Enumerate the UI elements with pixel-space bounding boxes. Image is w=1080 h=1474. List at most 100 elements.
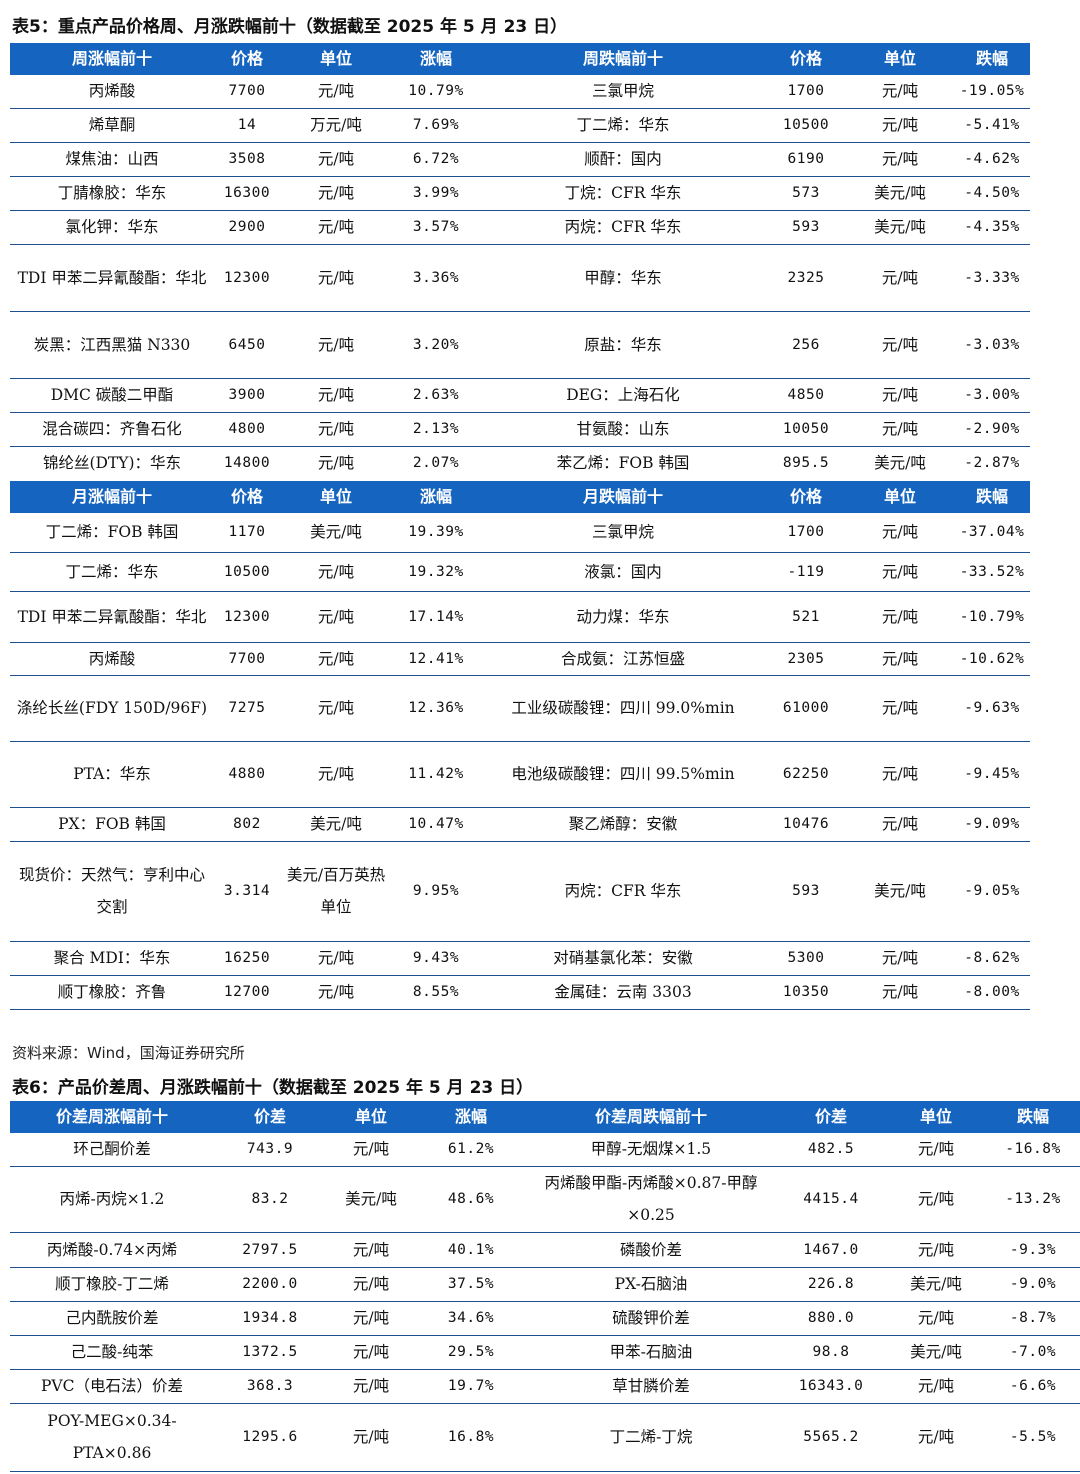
table6-cell: 61.2%	[416, 1133, 526, 1167]
table5-monthly-cell: 液氯：国内	[480, 552, 766, 592]
table5-monthly-header-cell: 月涨幅前十	[10, 479, 214, 513]
table5-monthly-row: 丙烯酸 7700 元/吨 12.41% 合成氨：江苏恒盛 2305 元/吨 -10.62%	[10, 642, 1030, 676]
table5-weekly-row: 煤焦油：山西 3508 元/吨 6.72% 顺酐：国内 6190 元/吨 -4.62%	[10, 142, 1030, 177]
table5-weekly-row: 混合碳四：齐鲁石化 4800 元/吨 2.13% 甘氨酸：山东 10050 元/吨 -2.90…	[10, 412, 1030, 447]
table5-monthly-cell: 元/吨	[846, 642, 954, 676]
table5-weekly-cell: 锦纶丝(DTY)：华东	[10, 446, 214, 481]
table5-monthly-cell: 合成氨：江苏恒盛	[480, 642, 766, 676]
table5-weekly-header-cell: 周涨幅前十	[10, 43, 214, 75]
table5-monthly-cell: 10476	[766, 807, 846, 842]
table5-weekly-cell: 573	[766, 176, 846, 211]
table5-weekly-cell: DMC 碳酸二甲酯	[10, 378, 214, 413]
table5-weekly-cell: 4800	[214, 412, 280, 447]
table5-weekly-cell: 煤焦油：山西	[10, 142, 214, 177]
table5-weekly-cell: 甲醇：华东	[480, 244, 766, 312]
table6-cell: 1467.0	[776, 1232, 886, 1268]
table5-weekly-row: 烯草酮 14 万元/吨 7.69% 丁二烯：华东 10500 元/吨 -5.41%	[10, 108, 1030, 143]
table5-monthly-cell: 顺丁橡胶：齐鲁	[10, 975, 214, 1010]
table6-cell: 1372.5	[214, 1335, 326, 1370]
table5-monthly-cell: 8.55%	[392, 975, 480, 1010]
table6-cell: -8.7%	[986, 1301, 1080, 1336]
table6-cell: 226.8	[776, 1267, 886, 1302]
table5-weekly-cell: 元/吨	[280, 176, 392, 211]
table5-monthly-cell: 12.41%	[392, 642, 480, 676]
table6-cell: 83.2	[214, 1166, 326, 1233]
table5-weekly-cell: 甘氨酸：山东	[480, 412, 766, 447]
table5-monthly-cell: 三氯甲烷	[480, 513, 766, 553]
table5-weekly-cell: 元/吨	[280, 142, 392, 177]
table6-cell: 美元/吨	[886, 1335, 986, 1370]
table5-monthly-cell: 16250	[214, 941, 280, 976]
table6-cell: 5565.2	[776, 1403, 886, 1472]
table6-cell: 甲醇-无烟煤×1.5	[526, 1133, 776, 1167]
table5-monthly-cell: TDI 甲苯二异氰酸酯：华北	[10, 591, 214, 643]
table5-weekly-row: 丙烯酸 7700 元/吨 10.79% 三氯甲烷 1700 元/吨 -19.05%	[10, 75, 1030, 109]
table5-monthly-cell: 17.14%	[392, 591, 480, 643]
table5-weekly-cell: 2900	[214, 210, 280, 245]
table5-monthly-cell: -37.04%	[954, 513, 1030, 553]
table5-monthly-cell: 9.95%	[392, 841, 480, 942]
table6-cell: 美元/吨	[886, 1267, 986, 1302]
table5-weekly-row: TDI 甲苯二异氰酸酯：华北 12300 元/吨 3.36% 甲醇：华东 2325 元/吨 -…	[10, 244, 1030, 312]
table5-monthly-cell: PX：FOB 韩国	[10, 807, 214, 842]
table5-weekly-row: 炭黑：江西黑猫 N330 6450 元/吨 3.20% 原盐：华东 256 元/吨 -3.03…	[10, 311, 1030, 379]
table6-header-cell: 价差周跌幅前十	[526, 1101, 776, 1133]
table5-weekly-header-cell: 单位	[280, 43, 392, 75]
table5-monthly-header-cell: 月跌幅前十	[480, 479, 766, 513]
table5-weekly-cell: 3.57%	[392, 210, 480, 245]
table6-cell: 元/吨	[886, 1369, 986, 1404]
table5-weekly-cell: 丙烯酸	[10, 75, 214, 109]
table6-cell: 16343.0	[776, 1369, 886, 1404]
table6-row: 环己酮价差 743.9 元/吨 61.2% 甲醇-无烟煤×1.5 482.5 元/吨 -16.…	[10, 1133, 1080, 1167]
table6-cell: 1934.8	[214, 1301, 326, 1336]
table6-cell: 丙烯酸甲酯-丙烯酸×0.87-甲醇×0.25	[526, 1166, 776, 1233]
table6-cell: 环己酮价差	[10, 1133, 214, 1167]
table5-monthly-row: 丁二烯：华东 10500 元/吨 19.32% 液氯：国内 -119 元/吨 -33.52%	[10, 552, 1030, 592]
table6-cell: 19.7%	[416, 1369, 526, 1404]
table5-weekly-cell: 元/吨	[846, 412, 954, 447]
table5-monthly-cell: 现货价：天然气：亨利中心交割	[10, 841, 214, 942]
table6-row: 丙烯酸-0.74×丙烯 2797.5 元/吨 40.1% 磷酸价差 1467.0 元/吨 -9…	[10, 1232, 1080, 1268]
table5-monthly-cell: 11.42%	[392, 741, 480, 808]
table6-cell: PVC（电石法）价差	[10, 1369, 214, 1404]
table6: 价差周涨幅前十 价差 单位 涨幅 价差周跌幅前十 价差 单位 跌幅 环己酮价差 743.9 元/吨…	[10, 1101, 1080, 1472]
table5-weekly-cell: 顺酐：国内	[480, 142, 766, 177]
table5-monthly-cell: 元/吨	[846, 552, 954, 592]
table5-weekly-header-cell: 周跌幅前十	[480, 43, 766, 75]
table6-cell: 己二酸-纯苯	[10, 1335, 214, 1370]
table5-weekly-cell: 元/吨	[280, 244, 392, 312]
table5-monthly-cell: -9.45%	[954, 741, 1030, 808]
table6-cell: 48.6%	[416, 1166, 526, 1233]
table5-monthly-cell: 9.43%	[392, 941, 480, 976]
table6-row: 丙烯-丙烷×1.2 83.2 美元/吨 48.6% 丙烯酸甲酯-丙烯酸×0.87-甲醇×…	[10, 1166, 1080, 1233]
table5-monthly-cell: 4880	[214, 741, 280, 808]
table5-monthly-cell: -119	[766, 552, 846, 592]
table5-weekly-cell: 14800	[214, 446, 280, 481]
table5-monthly-cell: -9.05%	[954, 841, 1030, 942]
table6-cell: PX-石脑油	[526, 1267, 776, 1302]
table6-cell: 甲苯-石脑油	[526, 1335, 776, 1370]
table6-cell: 元/吨	[326, 1232, 416, 1268]
table6-cell: 元/吨	[886, 1403, 986, 1472]
table6-header-cell: 价差	[776, 1101, 886, 1133]
source-note: 资料来源：Wind，国海证券研究所	[12, 1044, 245, 1062]
table5-monthly-row: TDI 甲苯二异氰酸酯：华北 12300 元/吨 17.14% 动力煤：华东 521 元/吨…	[10, 591, 1030, 643]
table6-cell: 元/吨	[886, 1301, 986, 1336]
table6-header-cell: 价差	[214, 1101, 326, 1133]
table5-weekly-cell: 7700	[214, 75, 280, 109]
table6-cell: -16.8%	[986, 1133, 1080, 1167]
table5-monthly-cell: 1700	[766, 513, 846, 553]
table6-cell: -6.6%	[986, 1369, 1080, 1404]
table5-weekly-cell: TDI 甲苯二异氰酸酯：华北	[10, 244, 214, 312]
table5-weekly-cell: 万元/吨	[280, 108, 392, 143]
table5-weekly-cell: 元/吨	[280, 75, 392, 109]
table5-weekly-cell: -4.50%	[954, 176, 1030, 211]
table5-weekly-cell: -19.05%	[954, 75, 1030, 109]
table5-weekly-cell: 元/吨	[280, 210, 392, 245]
table5-weekly-cell: 元/吨	[280, 378, 392, 413]
table5-weekly-cell: 2.63%	[392, 378, 480, 413]
table6-cell: 元/吨	[326, 1301, 416, 1336]
table5-weekly-cell: -3.03%	[954, 311, 1030, 379]
table5-monthly-cell: 美元/百万英热单位	[280, 841, 392, 942]
table5-monthly-cell: -8.00%	[954, 975, 1030, 1010]
